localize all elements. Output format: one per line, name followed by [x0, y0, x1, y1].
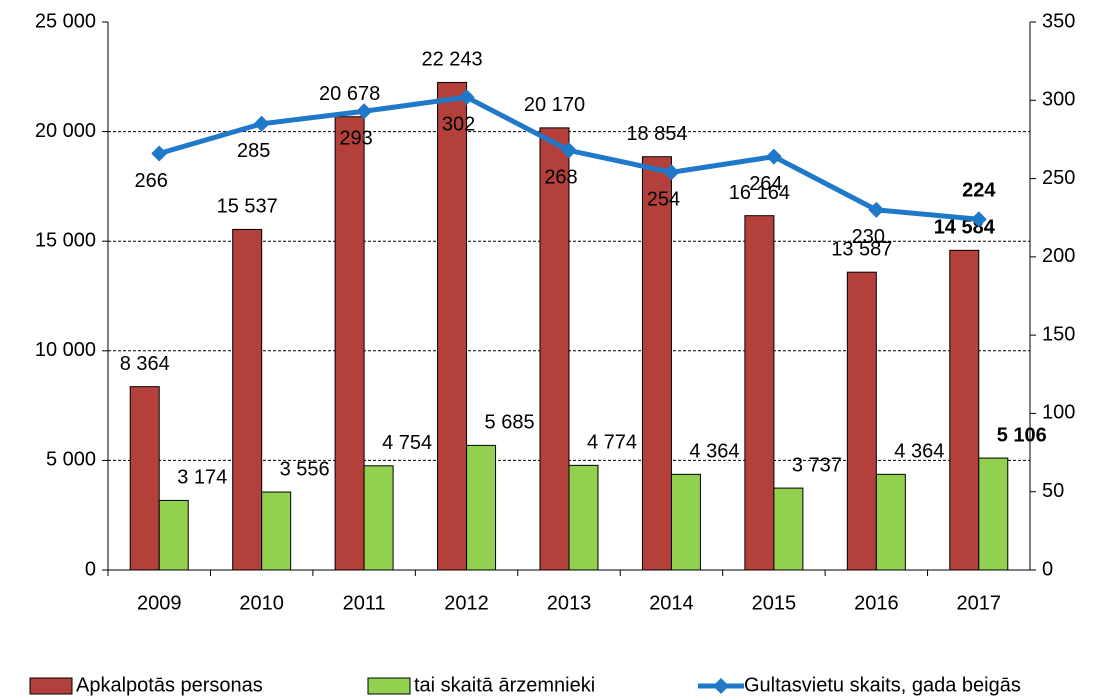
bar	[773, 487, 804, 571]
y2-tick-label: 200	[1042, 245, 1075, 267]
x-tick-label: 2013	[547, 592, 592, 614]
bar	[129, 386, 160, 571]
data-label: 266	[135, 170, 168, 192]
y2-tick-label: 300	[1042, 89, 1075, 111]
data-label: 22 243	[421, 49, 482, 71]
data-label: 4 774	[587, 432, 637, 454]
line-marker	[561, 142, 577, 159]
bar	[875, 473, 906, 571]
bar	[363, 465, 394, 571]
y-tick-label: 25 000	[35, 10, 96, 32]
data-label: 302	[442, 113, 475, 135]
bar	[978, 457, 1009, 571]
line-marker	[970, 211, 987, 228]
y-tick-label: 10 000	[35, 339, 96, 361]
bar	[334, 116, 365, 571]
legend-label: Apkalpotās personas	[76, 674, 263, 696]
x-tick-label: 2010	[239, 592, 284, 614]
data-label: 254	[647, 189, 680, 211]
bar	[232, 228, 263, 571]
legend-swatch	[367, 677, 411, 695]
data-label: 5 685	[485, 412, 535, 434]
line-marker	[356, 103, 373, 120]
bar	[158, 499, 189, 571]
legend-label: tai skaitā ārzemnieki	[414, 674, 595, 696]
data-label: 13 587	[831, 238, 892, 260]
data-label: 224	[962, 180, 996, 202]
y-tick-label: 20 000	[35, 120, 96, 142]
bar	[949, 249, 980, 571]
line-marker	[458, 89, 475, 106]
data-label: 230	[852, 226, 885, 248]
data-label: 8 364	[120, 353, 170, 375]
x-tick-label: 2011	[343, 592, 386, 614]
data-label: 5 106	[997, 424, 1047, 446]
y2-tick-label: 0	[1042, 558, 1053, 580]
line-marker	[765, 148, 782, 165]
data-label: 268	[544, 167, 577, 189]
x-tick-label: 2012	[444, 592, 489, 614]
line-marker	[151, 145, 168, 162]
data-label: 3 737	[792, 454, 842, 476]
y2-tick-label: 250	[1042, 167, 1075, 189]
y2-tick-label: 100	[1042, 402, 1075, 424]
x-tick-label: 2015	[752, 592, 797, 614]
data-label: 4 754	[382, 432, 432, 454]
line-marker	[663, 164, 680, 181]
y-tick-label: 5 000	[46, 449, 96, 471]
bar	[641, 156, 672, 571]
legend-label: Gultasvietu skaits, gada beigās	[744, 674, 1021, 696]
bar	[539, 127, 570, 571]
data-label: 264	[749, 173, 782, 195]
data-label: 15 537	[217, 196, 278, 218]
x-tick-label: 2009	[137, 592, 182, 614]
legend-swatch	[29, 677, 73, 695]
bar	[437, 81, 468, 571]
line-marker	[868, 201, 885, 218]
y-tick-label: 0	[85, 558, 96, 580]
x-tick-label: 2017	[957, 592, 1002, 614]
bar	[466, 444, 497, 571]
x-tick-label: 2016	[854, 592, 899, 614]
bar	[846, 271, 877, 571]
bar	[670, 473, 701, 571]
data-label: 16 164	[729, 182, 790, 204]
data-label: 3 174	[177, 467, 227, 489]
y2-tick-label: 50	[1042, 480, 1064, 502]
x-tick-label: 2014	[649, 592, 694, 614]
data-label: 4 364	[894, 441, 944, 463]
data-label: 20 170	[524, 94, 585, 116]
data-label: 20 678	[319, 83, 380, 105]
bar	[744, 215, 775, 571]
bar	[261, 491, 292, 571]
data-label: 4 364	[689, 441, 739, 463]
legend-marker	[713, 678, 729, 694]
data-label: 285	[237, 140, 270, 162]
y2-tick-label: 150	[1042, 323, 1075, 345]
line-marker	[253, 115, 270, 132]
data-label: 293	[339, 128, 372, 150]
data-label: 18 854	[626, 123, 687, 145]
bar	[568, 464, 599, 571]
y-tick-label: 15 000	[35, 229, 96, 251]
y2-tick-label: 350	[1042, 10, 1075, 32]
data-label: 3 556	[280, 458, 330, 480]
